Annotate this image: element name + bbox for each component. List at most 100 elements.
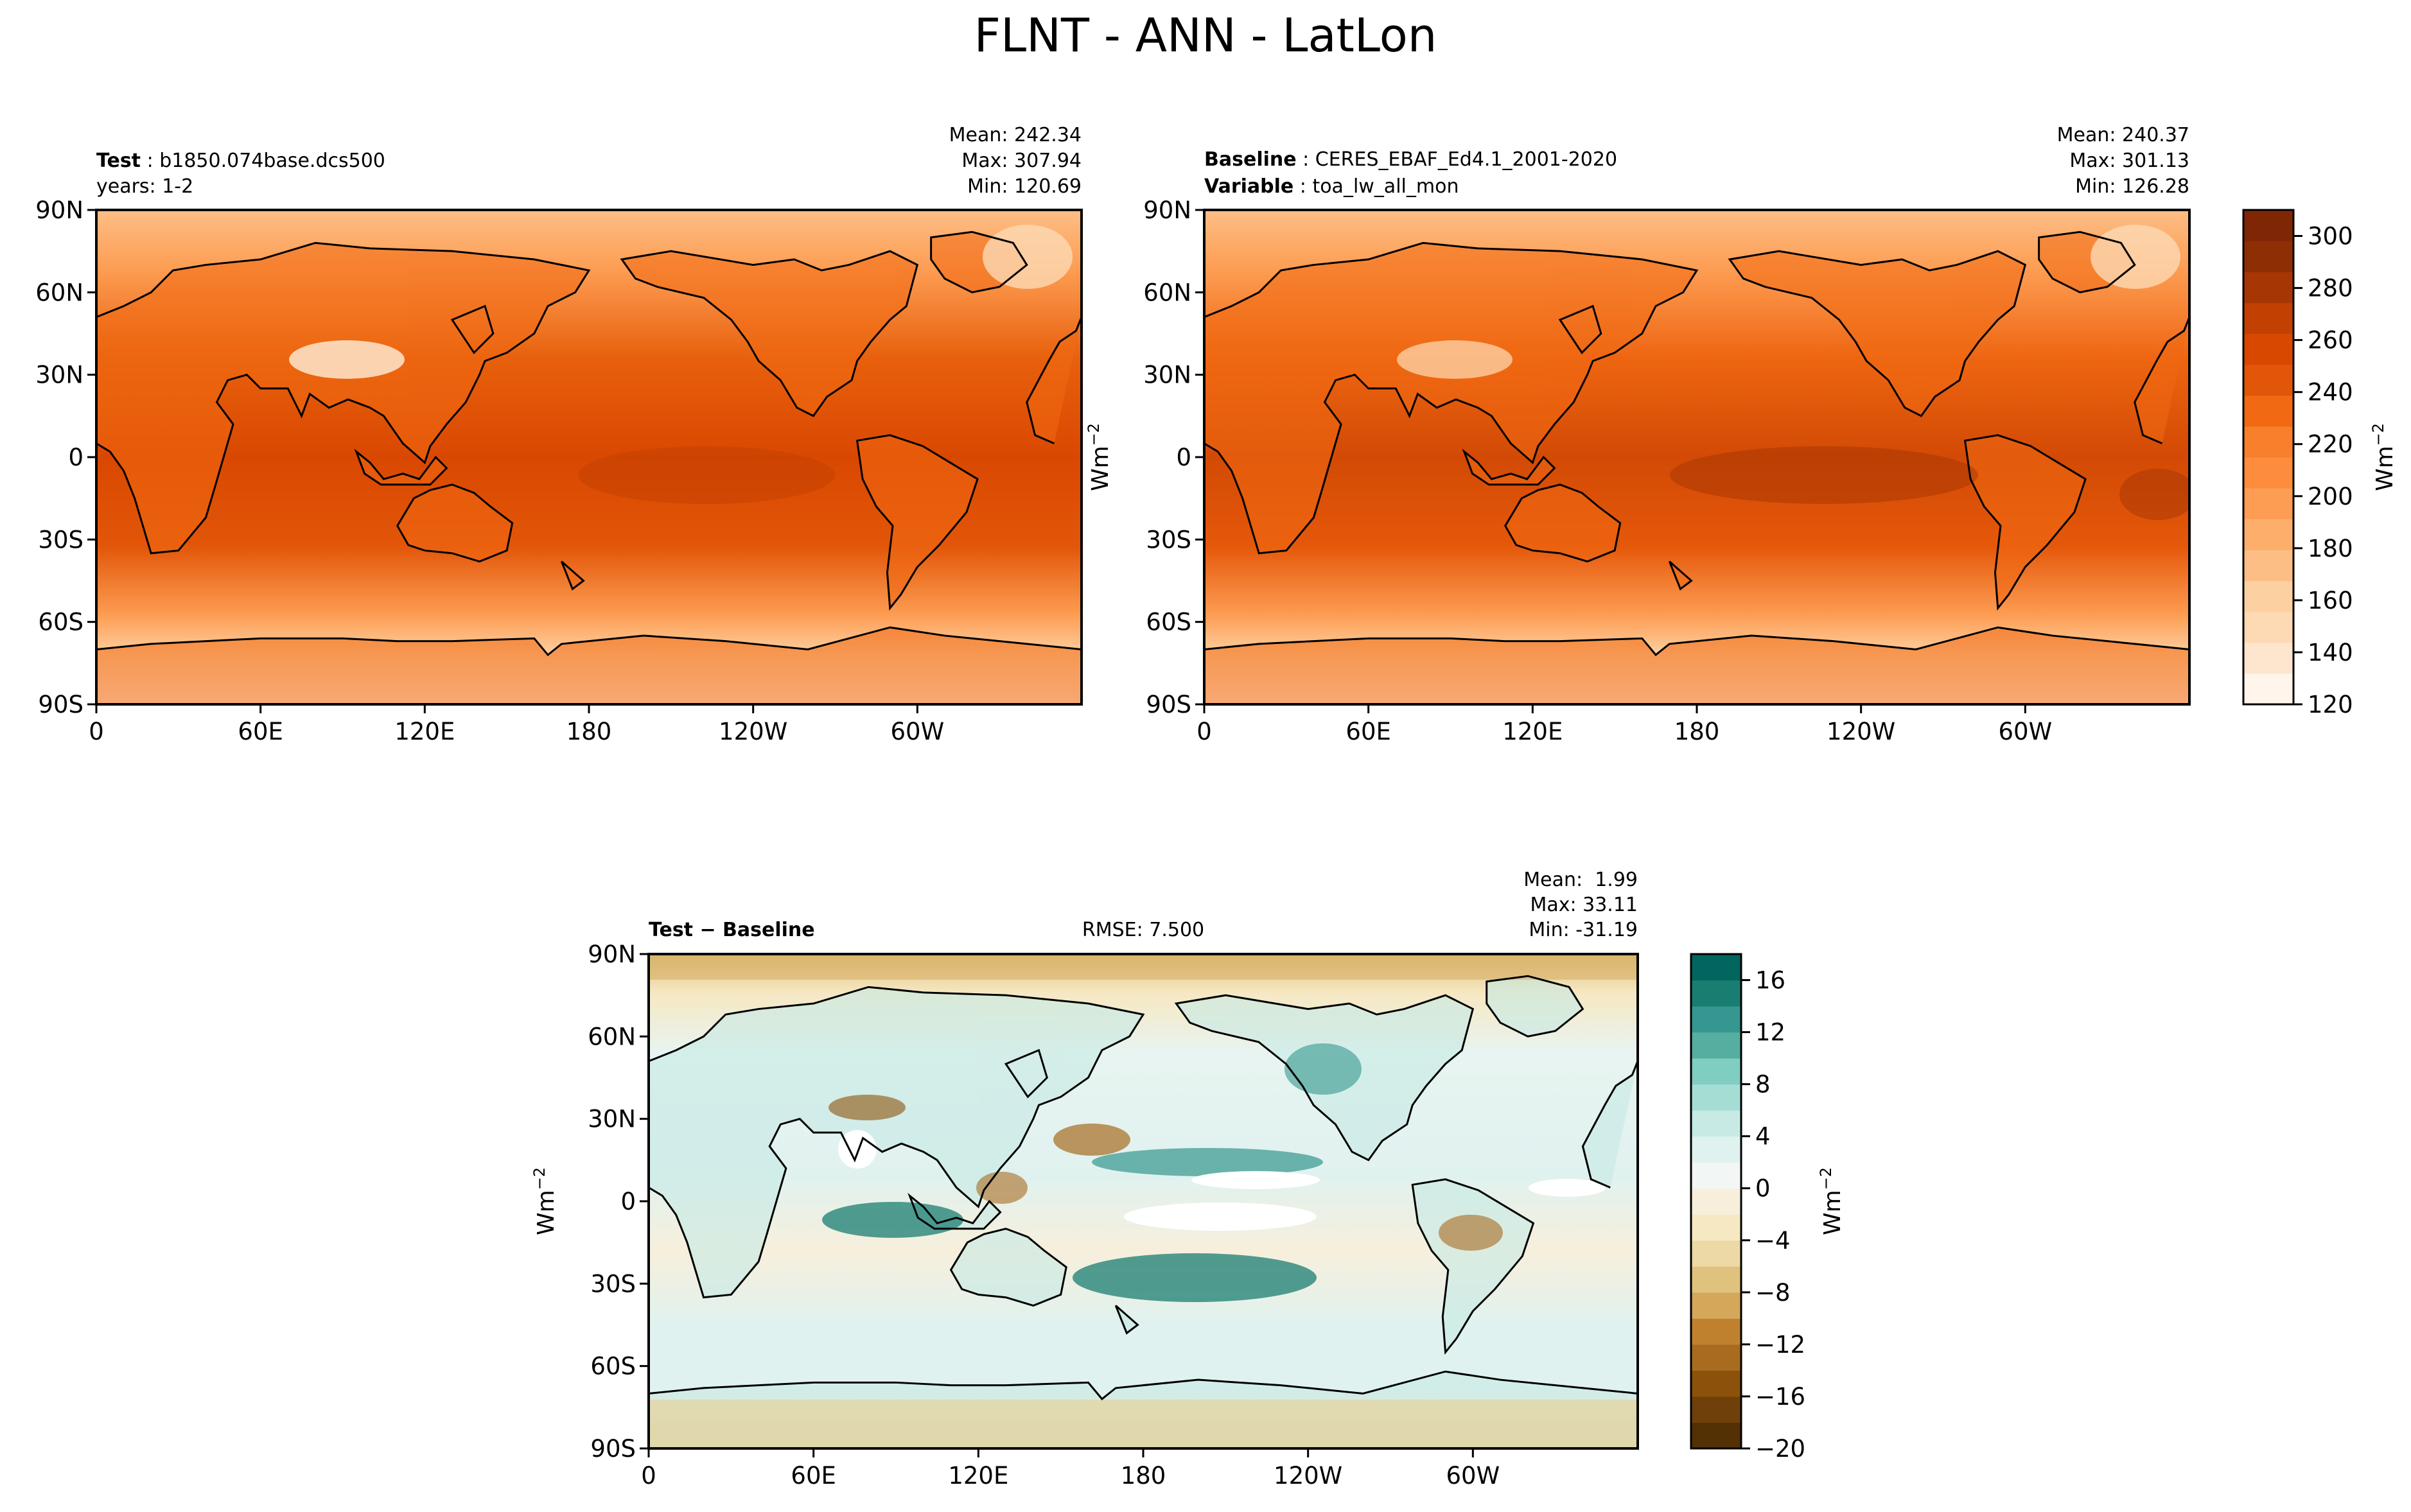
x-tick-label: 180 bbox=[566, 718, 612, 745]
colorbar-tick-label: −4 bbox=[1755, 1227, 1791, 1255]
colorbar-segment bbox=[2243, 241, 2293, 272]
colorbar-segment bbox=[2243, 642, 2293, 674]
figure-title: FLNT - ANN - LatLon bbox=[974, 8, 1437, 62]
colorbar-tick-label: −12 bbox=[1755, 1331, 1805, 1359]
x-tick-label: 180 bbox=[1121, 1462, 1166, 1490]
colorbar-main: 120 140 160 180 200 220 240 260 280 300 bbox=[2242, 209, 2353, 718]
y-tick-label: 90N bbox=[35, 196, 83, 224]
colorbar-tick-label: 220 bbox=[2308, 431, 2353, 458]
y-tick-label: 90S bbox=[1146, 691, 1191, 718]
colorbar-tick-label: −20 bbox=[1755, 1435, 1805, 1463]
colorbar-diff: −20 −16 −12 −8 −4 0 4 8 12 16 bbox=[1690, 953, 1805, 1463]
colorbar-segment bbox=[1691, 1188, 1741, 1215]
colorbar-segment bbox=[1691, 1422, 1741, 1449]
colorbar-tick-label: 200 bbox=[2308, 483, 2353, 510]
panel-baseline-stat-max: Max: 301.13 bbox=[2069, 150, 2189, 172]
y-tick-label: 30N bbox=[35, 361, 83, 389]
x-tick-label: 60W bbox=[890, 718, 944, 745]
colorbar-segment bbox=[1691, 1370, 1741, 1397]
x-tick-label: 120W bbox=[719, 718, 787, 745]
panel-test-stat-min: Min: 120.69 bbox=[967, 175, 1082, 198]
colorbar-segment bbox=[2243, 580, 2293, 613]
colorbar-tick-label: 4 bbox=[1755, 1123, 1771, 1151]
colorbar-frame bbox=[2242, 209, 2295, 706]
colorbar-tick-label: 140 bbox=[2308, 639, 2353, 666]
panel-test-stat-mean: Mean: 242.34 bbox=[949, 124, 1082, 146]
panel-difference bbox=[647, 953, 1639, 1450]
x-tick-label: 60E bbox=[1346, 718, 1390, 745]
colorbar-tick-label: 12 bbox=[1755, 1019, 1785, 1047]
panel-diff-stat-max: Max: 33.11 bbox=[1530, 894, 1638, 916]
colorbar-segment bbox=[2243, 364, 2293, 396]
colorbar-segment bbox=[1691, 1110, 1741, 1137]
colorbar-segment bbox=[2243, 302, 2293, 335]
colorbar-tick-label: 160 bbox=[2308, 587, 2353, 614]
colorbar-main-label: Wm−2 bbox=[2369, 423, 2398, 491]
colorbar-segment bbox=[2243, 426, 2293, 458]
y-tick-label: 0 bbox=[620, 1188, 636, 1215]
panel-diff-label: Test − Baseline bbox=[649, 919, 815, 941]
x-tick-label: 120E bbox=[948, 1462, 1008, 1490]
colorbar-segment bbox=[2243, 395, 2293, 427]
colorbar-frame bbox=[1690, 953, 1742, 1450]
panel-diff-stat-mean: Mean: 1.99 bbox=[1523, 869, 1638, 891]
baseline-ylabel: Wm−2 bbox=[1085, 423, 1114, 491]
colorbar-segment bbox=[1691, 1214, 1741, 1241]
y-tick-label: 60N bbox=[1143, 279, 1191, 306]
colorbar-segment bbox=[1691, 1162, 1741, 1189]
y-tick-label: 90N bbox=[588, 941, 636, 968]
y-tick-label: 30S bbox=[590, 1270, 636, 1298]
panel-test-stat-max: Max: 307.94 bbox=[961, 150, 1082, 172]
colorbar-segment bbox=[1691, 1396, 1741, 1423]
y-tick-label: 90S bbox=[38, 691, 83, 718]
panel-baseline-stat-min: Min: 126.28 bbox=[2075, 175, 2189, 198]
y-tick-label: 60S bbox=[590, 1353, 636, 1380]
x-tick-label: 120W bbox=[1827, 718, 1895, 745]
colorbar-tick-label: 0 bbox=[1755, 1175, 1771, 1203]
panel-test bbox=[95, 209, 1083, 706]
colorbar-segment bbox=[1691, 1292, 1741, 1319]
colorbar-segment bbox=[1691, 954, 1741, 981]
x-tick-label: 60W bbox=[1446, 1462, 1500, 1490]
panel-test-label-2: years: 1-2 bbox=[96, 175, 193, 198]
panel-baseline-stat-mean: Mean: 240.37 bbox=[2057, 124, 2189, 146]
colorbar-segment bbox=[2243, 519, 2293, 550]
y-tick-label: 60S bbox=[1146, 609, 1191, 636]
x-tick-label: 0 bbox=[89, 718, 104, 745]
colorbar-segment bbox=[1691, 980, 1741, 1007]
colorbar-tick-label: −8 bbox=[1755, 1279, 1791, 1307]
colorbar-diff-label: Wm−2 bbox=[1817, 1167, 1846, 1235]
panel-baseline-label-2: Variable : toa_lw_all_mon bbox=[1204, 175, 1459, 198]
colorbar-segment bbox=[2243, 333, 2293, 365]
diff-ylabel: Wm−2 bbox=[530, 1167, 559, 1235]
y-tick-label: 0 bbox=[1176, 444, 1191, 471]
colorbar-tick-label: 16 bbox=[1755, 967, 1785, 995]
colorbar-segment bbox=[1691, 1136, 1741, 1163]
x-tick-label: 120W bbox=[1274, 1462, 1342, 1490]
colorbar-segment bbox=[1691, 1084, 1741, 1111]
y-tick-label: 60N bbox=[588, 1023, 636, 1050]
colorbar-segment bbox=[2243, 673, 2293, 705]
colorbar-tick-label: 240 bbox=[2308, 379, 2353, 406]
x-tick-label: 120E bbox=[1502, 718, 1563, 745]
y-tick-label: 30N bbox=[1143, 361, 1191, 389]
colorbar-tick-label: 8 bbox=[1755, 1071, 1771, 1099]
y-tick-label: 90N bbox=[1143, 196, 1191, 224]
colorbar-segment bbox=[1691, 1318, 1741, 1345]
y-tick-label: 90S bbox=[590, 1435, 636, 1463]
colorbar-tick-label: −16 bbox=[1755, 1383, 1805, 1411]
y-tick-label: 60N bbox=[35, 279, 83, 306]
y-tick-label: 30S bbox=[1146, 526, 1191, 553]
colorbar-tick-label: 120 bbox=[2308, 691, 2353, 718]
colorbar-segment bbox=[2243, 550, 2293, 582]
y-tick-label: 60S bbox=[38, 609, 83, 636]
colorbar-segment bbox=[1691, 1266, 1741, 1293]
colorbar-segment bbox=[1691, 1032, 1741, 1059]
colorbar-tick-label: 300 bbox=[2308, 223, 2353, 250]
colorbar-segment bbox=[1691, 1058, 1741, 1085]
colorbar-segment bbox=[1691, 1344, 1741, 1371]
panel-test-label-1: Test : b1850.074base.dcs500 bbox=[96, 150, 385, 172]
x-tick-label: 0 bbox=[641, 1462, 656, 1490]
